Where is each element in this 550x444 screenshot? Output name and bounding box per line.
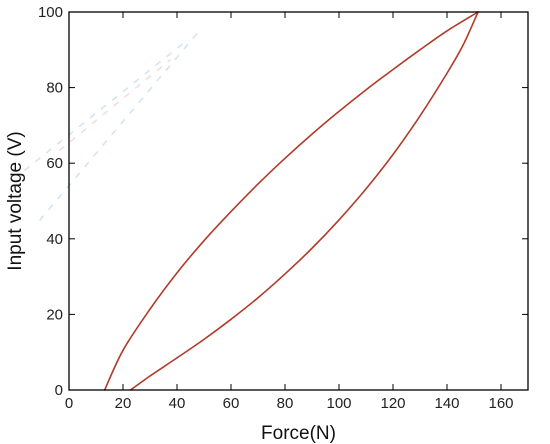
x-tick-label: 20 bbox=[115, 395, 132, 412]
y-tick-label: 0 bbox=[55, 382, 63, 399]
series-line-1 bbox=[103, 11, 479, 391]
x-tick-label: 120 bbox=[380, 395, 405, 412]
x-tick-label: 80 bbox=[277, 395, 294, 412]
x-tick-label: 160 bbox=[488, 395, 513, 412]
x-axis-title: Force(N) bbox=[261, 423, 336, 444]
y-tick-label: 60 bbox=[46, 155, 63, 172]
y-tick-label: 40 bbox=[46, 231, 63, 248]
x-tick-label: 60 bbox=[223, 395, 240, 412]
y-axis-ticks: 0 20 40 60 80 100 bbox=[38, 4, 528, 399]
x-tick-label: 100 bbox=[326, 395, 351, 412]
y-tick-label: 20 bbox=[46, 306, 63, 323]
plot-frame bbox=[68, 11, 529, 391]
x-tick-label: 140 bbox=[434, 395, 459, 412]
x-axis-ticks: 0 20 40 60 80 100 120 140 160 bbox=[65, 12, 514, 412]
y-tick-label: 80 bbox=[46, 80, 63, 97]
series-line-2 bbox=[129, 11, 479, 391]
ghost-artifacts bbox=[24, 29, 201, 221]
x-tick-label: 0 bbox=[65, 395, 73, 412]
x-tick-label: 40 bbox=[169, 395, 186, 412]
series-curves bbox=[103, 11, 479, 391]
y-tick-label: 100 bbox=[38, 4, 63, 21]
y-axis-title: Input voltage (V) bbox=[5, 131, 26, 270]
